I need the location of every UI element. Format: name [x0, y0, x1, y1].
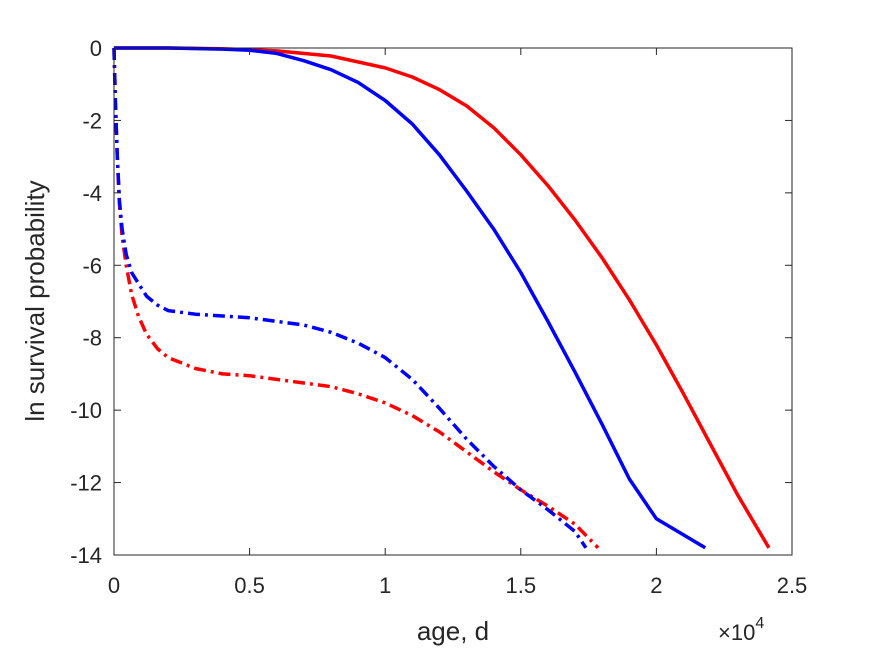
x-exponent-power: 4: [755, 615, 764, 632]
x-axis-label: age, d: [417, 616, 489, 646]
series-line-4: [112, 47, 588, 549]
series-line-1: [114, 46, 771, 549]
x-tick-label: 0.5: [234, 573, 265, 598]
x-exponent-label: ×104: [718, 615, 764, 645]
tick-layer: 0 0.5 1 1.5 2 2.5 0 -2 -4 -6 -8 -10 -12 -14: [70, 36, 807, 598]
series-line-2: [114, 46, 707, 550]
y-tick-label: -4: [82, 181, 102, 206]
x-tick-label: 1: [379, 573, 391, 598]
x-tick-label: 0: [108, 573, 120, 598]
x-tick-label: 2.5: [777, 573, 808, 598]
y-tick-label: 0: [90, 36, 102, 61]
x-tick-label: 1.5: [506, 573, 537, 598]
y-tick-label: -14: [70, 543, 102, 568]
series-line-3: [112, 47, 600, 550]
plot-background: [114, 48, 792, 555]
x-tick-label: 2: [650, 573, 662, 598]
y-tick-label: -2: [82, 108, 102, 133]
y-axis-label: ln survival probability: [20, 180, 50, 421]
y-tick-label: -12: [70, 471, 102, 496]
series-layer: [112, 46, 771, 550]
plot-frame: [113, 47, 793, 556]
y-tick-label: -10: [70, 398, 102, 423]
y-tick-label: -8: [82, 326, 102, 351]
y-tick-label: -6: [82, 253, 102, 278]
x-exponent-base: ×10: [718, 620, 755, 645]
